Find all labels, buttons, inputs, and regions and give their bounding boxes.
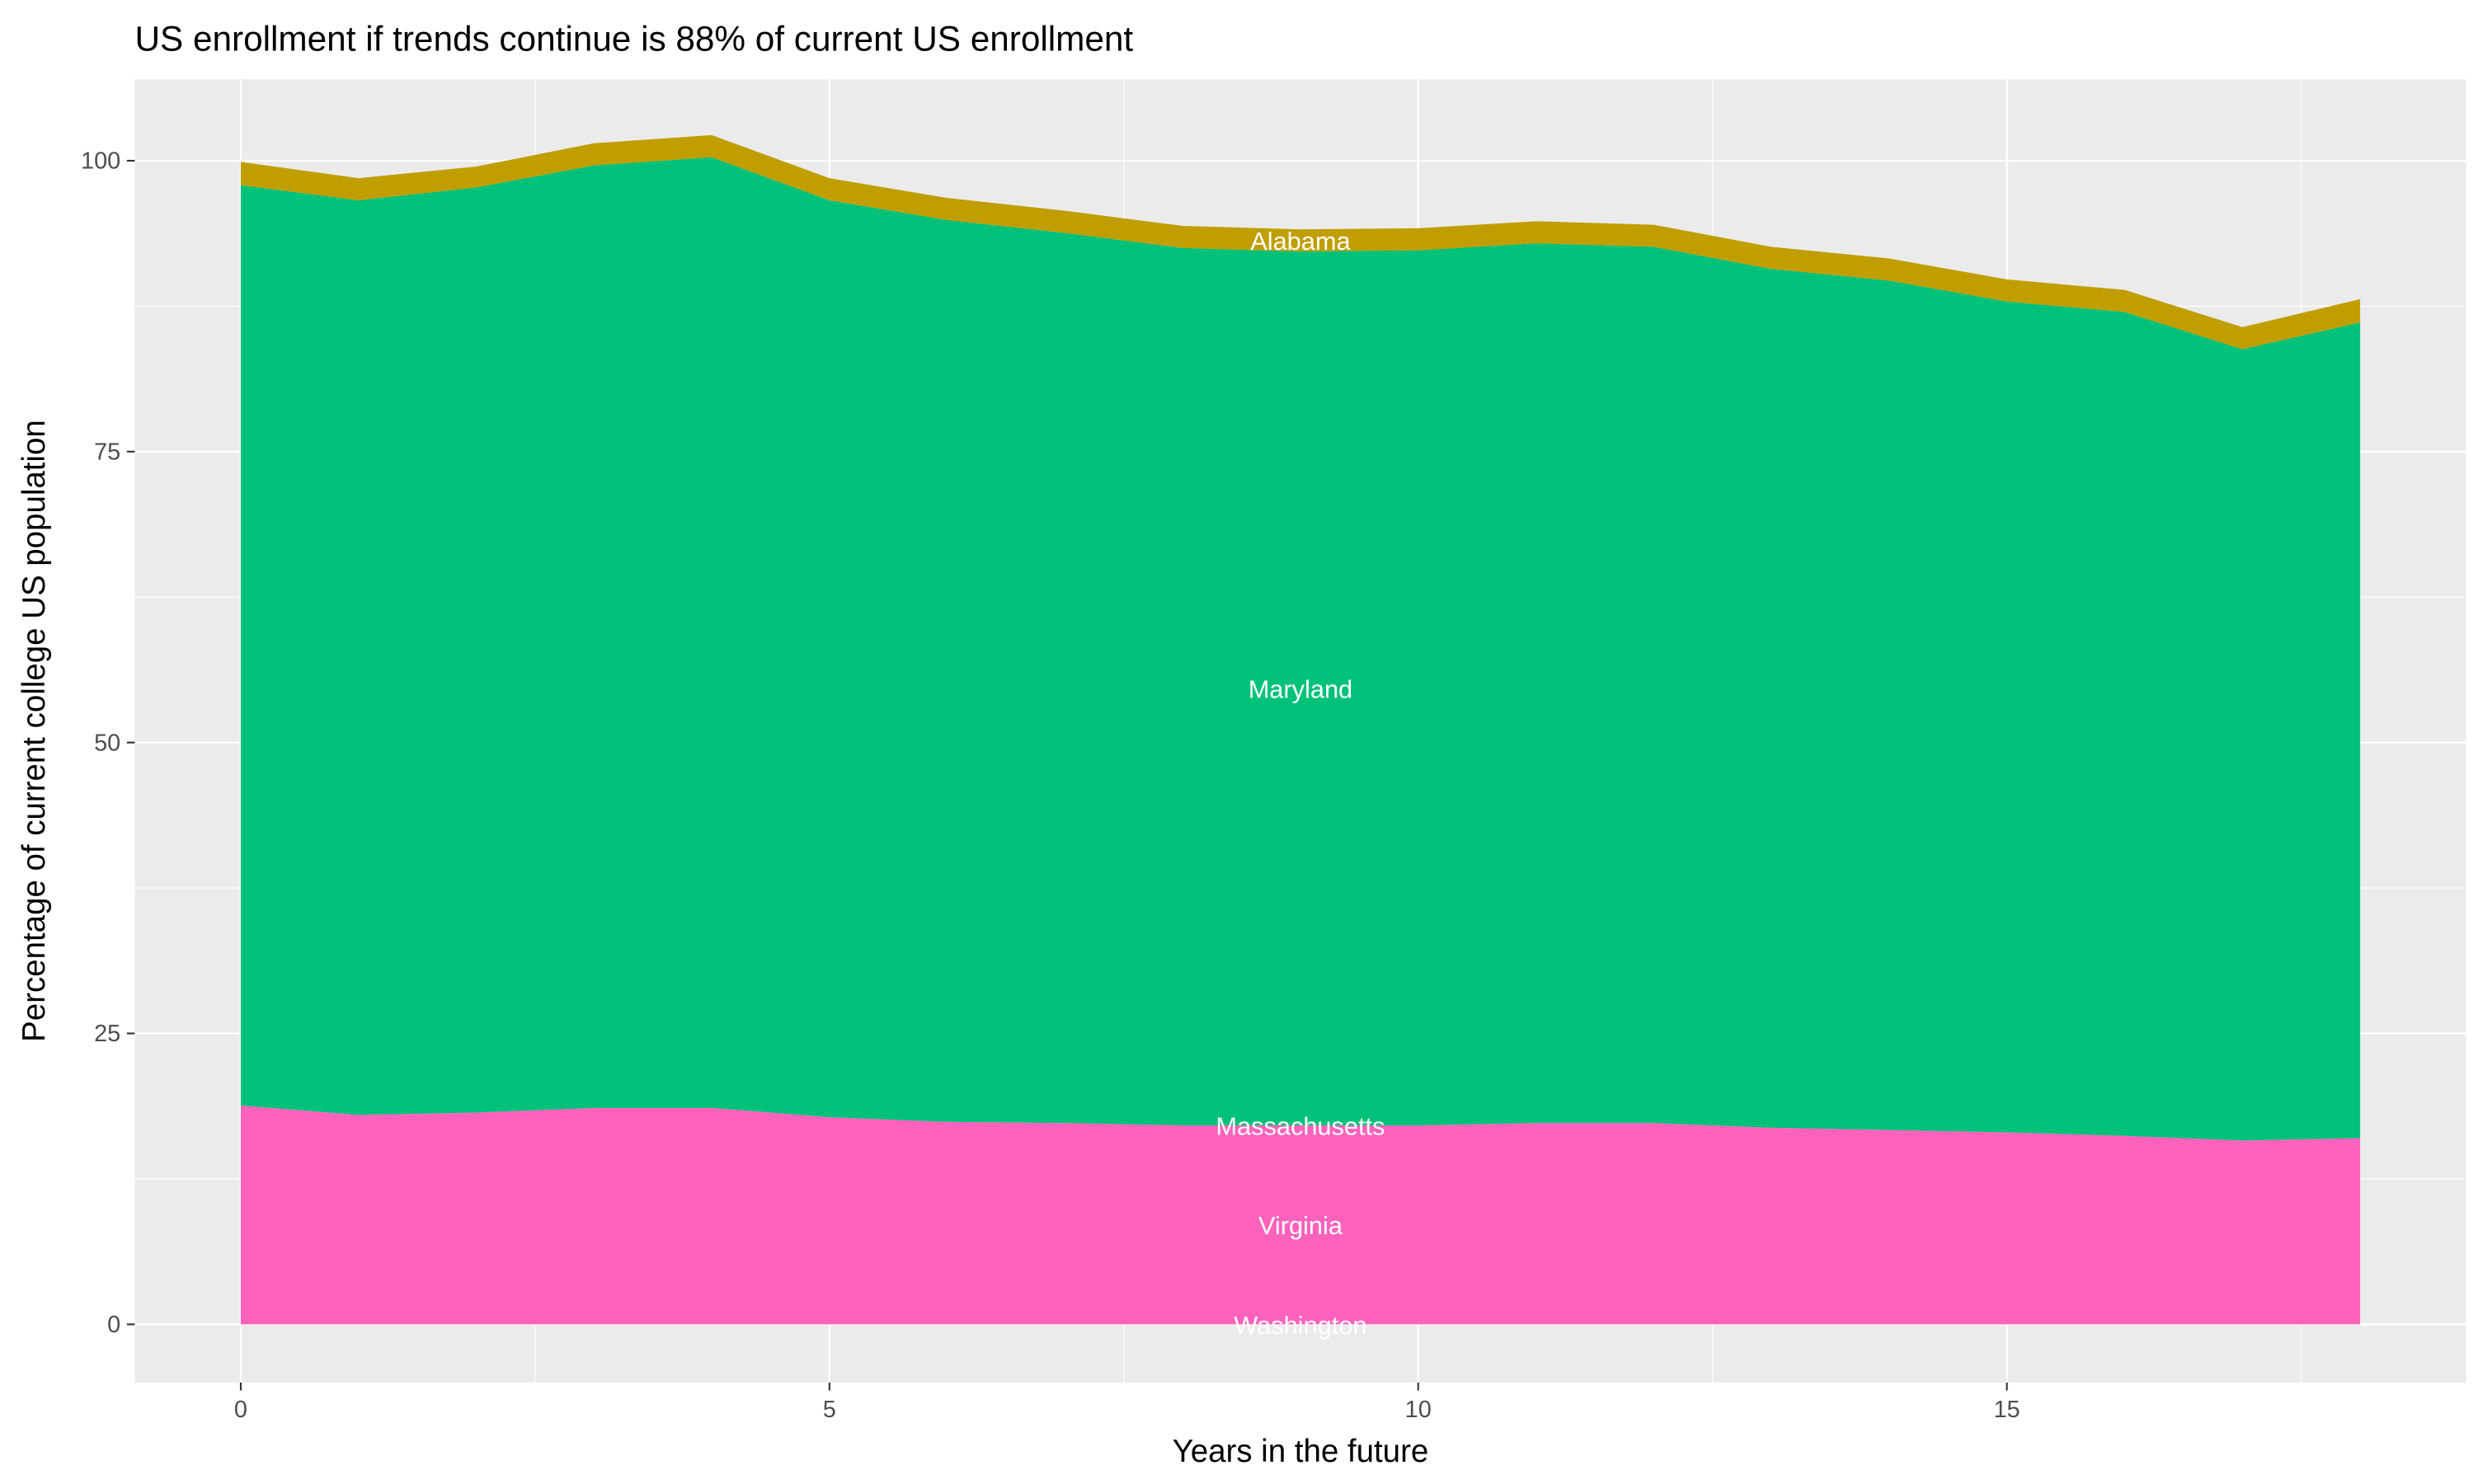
area-label-washington: Washington — [1234, 1311, 1366, 1340]
y-axis-label: Percentage of current college US populat… — [16, 420, 52, 1042]
y-tick-label: 0 — [107, 1312, 120, 1338]
area-maryland — [240, 157, 2360, 1141]
y-tick-label: 50 — [94, 730, 120, 756]
area-alabama — [240, 134, 2360, 350]
y-tick-label: 25 — [94, 1021, 120, 1047]
area-label-massachusetts: Massachusetts — [1216, 1112, 1385, 1141]
chart-title: US enrollment if trends continue is 88% … — [134, 20, 1133, 59]
x-tick-label: 0 — [234, 1397, 247, 1423]
y-tick-label: 100 — [81, 148, 120, 175]
x-tick-label: 15 — [1994, 1397, 2020, 1423]
area-virginia — [240, 1106, 2360, 1325]
area-label-virginia: Virginia — [1258, 1211, 1343, 1240]
x-axis-label: Years in the future — [1173, 1434, 1429, 1469]
area-label-alabama: Alabama — [1250, 227, 1351, 256]
area-layers — [240, 134, 2360, 1325]
y-tick-label: 75 — [94, 439, 120, 465]
area-labels: Washington Virginia Massachusetts Maryland A… — [1216, 227, 1385, 1340]
x-tick-label: 10 — [1405, 1397, 1432, 1423]
x-tick-label: 5 — [823, 1397, 836, 1423]
axes: 0 5 10 15 0 25 50 75 100 — [81, 148, 2020, 1424]
area-label-maryland: Maryland — [1249, 675, 1352, 704]
